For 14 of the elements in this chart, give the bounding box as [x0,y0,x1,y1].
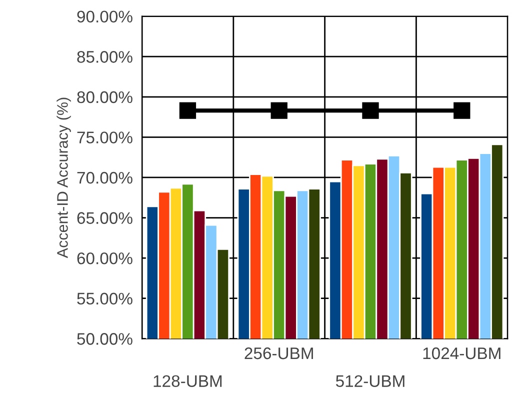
y-tick-label: 85.00% [77,51,132,63]
y-tick-label: 55.00% [77,292,132,305]
y-tick-label: 90.00% [77,10,132,23]
x-tick-label: 1024-UBM [423,347,500,360]
x-tick-label: 128-UBM [154,375,222,387]
y-axis-title: Accent-ID Accuracy (%) [56,98,71,258]
y-tick-label: 80.00% [77,91,132,104]
y-tick-label: 60.00% [77,252,132,264]
y-tick-label: 75.00% [77,132,132,144]
x-tick-label: 256-UBM [244,347,313,360]
x-tick-label: 512-UBM [336,375,404,387]
y-tick-label: 50.00% [77,333,132,345]
y-tick-label: 70.00% [77,172,132,184]
y-tick-label: 65.00% [77,212,132,224]
